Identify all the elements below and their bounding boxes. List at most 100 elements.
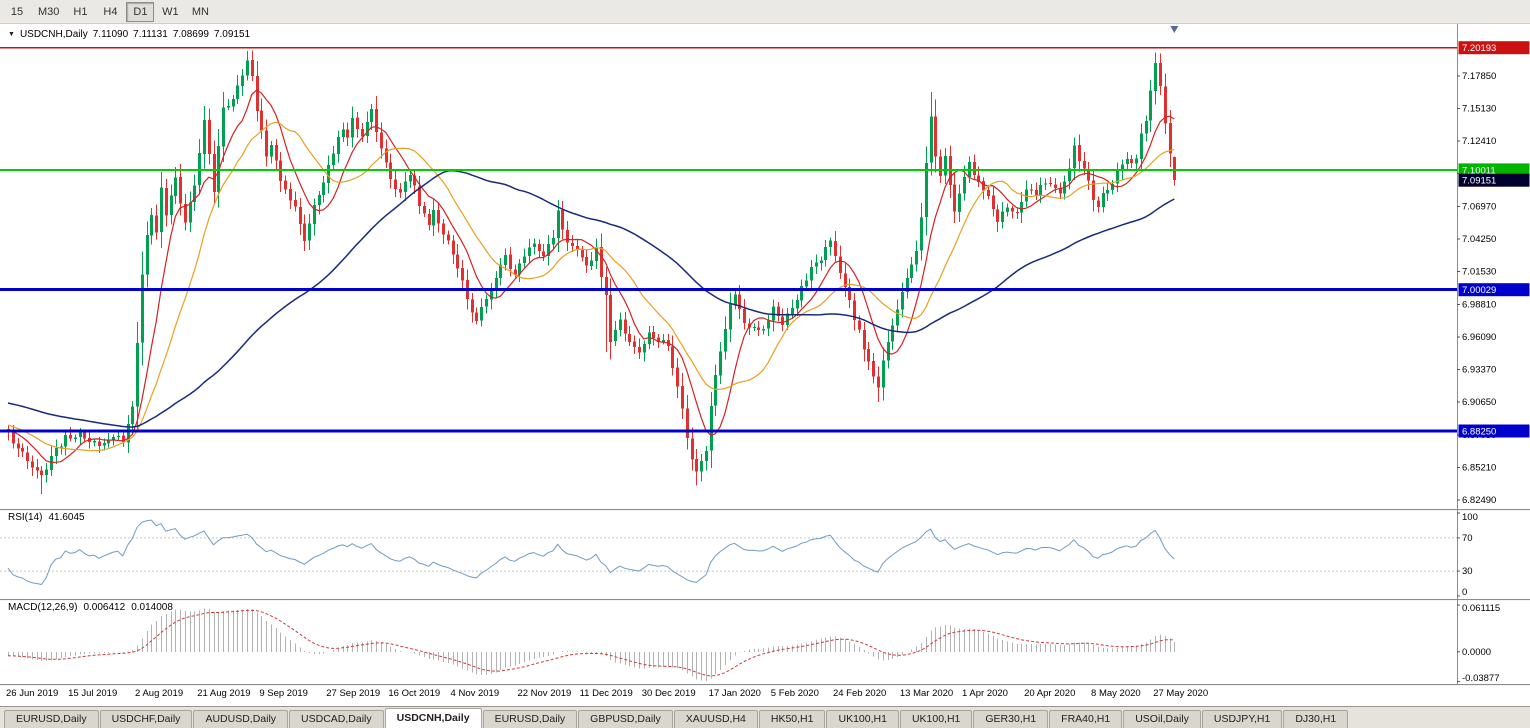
chart-tab-9-uk100-h1[interactable]: UK100,H1 (826, 710, 899, 728)
current-price-label-box (1458, 173, 1530, 187)
chart-tab-6-gbpusd-daily[interactable]: GBPUSD,Daily (578, 710, 673, 728)
candle-body (189, 202, 192, 223)
date-label: 2 Aug 2019 (135, 688, 183, 699)
candle-body (1092, 180, 1095, 201)
candle-body (571, 242, 574, 247)
candle-body (31, 461, 34, 468)
chart-tab-13-usoil-daily[interactable]: USOil,Daily (1123, 710, 1201, 728)
macd-axis-label: -0.03877 (1462, 673, 1500, 684)
candle-body (996, 209, 999, 222)
timeframe-button-mn[interactable]: MN (186, 2, 214, 22)
price-tick-label: 6.98810 (1462, 299, 1496, 310)
candle-body (131, 406, 134, 425)
candle-body (963, 176, 966, 194)
date-label: 17 Jan 2020 (709, 688, 761, 699)
candle-body (906, 278, 909, 293)
candle-body (671, 346, 674, 368)
date-label: 9 Sep 2019 (259, 688, 308, 699)
date-label: 21 Aug 2019 (197, 688, 250, 699)
candle-body (590, 260, 593, 267)
candle-body (619, 319, 622, 330)
chart-tab-12-fra40-h1[interactable]: FRA40,H1 (1049, 710, 1123, 728)
candle-body (404, 181, 407, 193)
candle-body (705, 450, 708, 461)
candle-body (40, 470, 43, 475)
candle-body (423, 205, 426, 214)
rsi-indicator-name: RSI(14) (8, 512, 43, 523)
candle-body (652, 332, 655, 338)
candle-body (1006, 207, 1009, 213)
candle-body (499, 264, 502, 279)
candle-body (251, 60, 254, 76)
candle-body (691, 438, 694, 460)
timeframe-button-m30[interactable]: M30 (33, 2, 64, 22)
candle-body (1140, 133, 1143, 159)
chart-tab-14-usdjpy-h1[interactable]: USDJPY,H1 (1201, 710, 1283, 728)
timeframe-button-d1[interactable]: D1 (126, 1, 155, 22)
hline-label-7.10011-text: 7.10011 (1462, 165, 1496, 176)
candle-body (1149, 90, 1152, 121)
candle-body (356, 117, 359, 129)
rsi-axis-label: 100 (1462, 512, 1478, 523)
timeframe-button-15[interactable]: 15 (3, 2, 31, 22)
price-tick-label: 7.06970 (1462, 201, 1496, 212)
chart-dropdown-icon[interactable]: ▼ (8, 31, 15, 38)
rsi-axis-label: 70 (1462, 533, 1473, 544)
chart-tab-3-usdcad-daily[interactable]: USDCAD,Daily (289, 710, 384, 728)
candle-body (1020, 201, 1023, 213)
candle-body (528, 247, 531, 257)
date-label: 8 May 2020 (1091, 688, 1141, 699)
high-value: 7.11131 (133, 29, 168, 40)
candle-body (566, 230, 569, 243)
candle-body (313, 205, 316, 225)
ma-8-line (7, 89, 1175, 463)
candle-body (734, 294, 737, 305)
candle-body (538, 244, 541, 251)
chart-tab-11-ger30-h1[interactable]: GER30,H1 (973, 710, 1049, 728)
candle-body (370, 109, 373, 123)
candle-body (581, 250, 584, 258)
candle-body (495, 277, 498, 290)
candle-body (901, 291, 904, 310)
chart-tab-5-eurusd-daily[interactable]: EURUSD,Daily (482, 710, 578, 728)
candle-body (213, 154, 216, 193)
date-label: 20 Apr 2020 (1024, 688, 1075, 699)
candle-body (318, 195, 321, 206)
candle-body (471, 299, 474, 313)
candle-body (657, 337, 660, 342)
chart-tab-4-usdcnh-daily[interactable]: USDCNH,Daily (384, 708, 482, 728)
candle-body (418, 186, 421, 207)
date-axis: 26 Jun 2019 15 Jul 2019 2 Aug 2019 21 Aug 2… (6, 688, 1208, 699)
candle-body (834, 241, 837, 257)
candle-body (361, 128, 364, 137)
timeframe-button-w1[interactable]: W1 (156, 2, 184, 22)
chart-tab-8-hk50-h1[interactable]: HK50,H1 (758, 710, 826, 728)
timeframe-button-h4[interactable]: H4 (96, 2, 124, 22)
candle-body (308, 223, 311, 241)
date-label: 4 Nov 2019 (451, 688, 500, 699)
timeframe-button-h1[interactable]: H1 (66, 2, 94, 22)
macd-pane: 0.061115 0.0000 -0.03877 (7, 603, 1500, 684)
chart-tab-15-dj30-h1[interactable]: DJ30,H1 (1283, 710, 1349, 728)
candle-body (982, 181, 985, 191)
hline-label-6.88250-box (1458, 424, 1530, 438)
candle-body (887, 341, 890, 361)
candle-body (174, 177, 177, 196)
chart-tab-1-usdchf-daily[interactable]: USDCHF,Daily (99, 710, 193, 728)
candle-body (342, 129, 345, 138)
candle-body (910, 264, 913, 278)
candle-body (786, 313, 789, 326)
chart-tab-2-audusd-daily[interactable]: AUDUSD,Daily (193, 710, 289, 728)
candle-body (447, 234, 450, 241)
candle-body (858, 320, 861, 330)
candle-body (299, 207, 302, 224)
chart-tab-10-uk100-h1[interactable]: UK100,H1 (899, 710, 973, 728)
candles (7, 50, 1176, 494)
chart-shift-marker-icon[interactable] (1170, 26, 1179, 33)
candle-body (1035, 190, 1038, 196)
chart-tab-7-xauusd-h4[interactable]: XAUUSD,H4 (673, 710, 758, 728)
chart-tab-0-eurusd-daily[interactable]: EURUSD,Daily (4, 710, 99, 728)
candle-body (366, 122, 369, 137)
candle-body (327, 165, 330, 183)
